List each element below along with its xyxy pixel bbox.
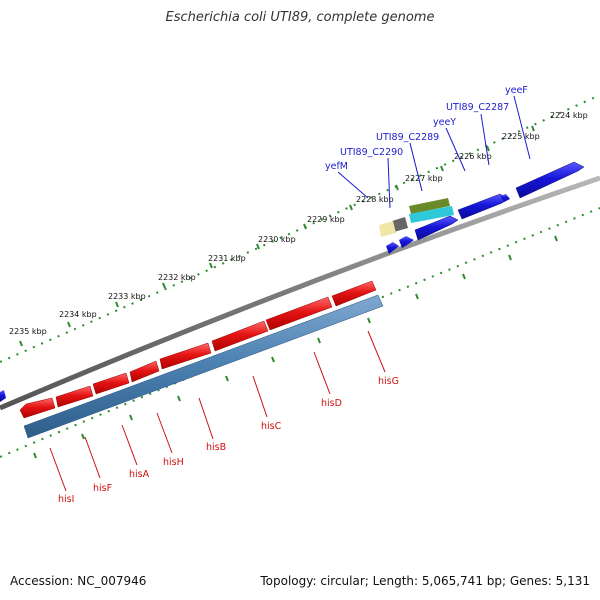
forward-gene-labels: yeeF UTI89_C2287 yeeY UTI89_C2289 UTI89_… [325,85,528,172]
inner-ticks [33,235,558,459]
gene-feature[interactable] [19,397,56,419]
scale-label: 2228 kbp [356,195,394,204]
gene-label[interactable]: yefM [325,161,348,172]
major-ticks [19,125,535,347]
gene-label[interactable]: hisA [129,469,150,480]
gene-feature[interactable] [331,280,377,307]
scale-label: 2232 kbp [158,273,196,282]
gene-feature[interactable] [515,161,585,199]
accession-text: Accession: NC_007946 [10,574,147,588]
gene-feature-olive[interactable] [409,198,450,214]
gene-label[interactable]: UTI89_C2287 [446,102,509,113]
forward-strand-features [0,161,585,402]
gene-label[interactable]: hisH [163,457,184,468]
gene-feature[interactable] [92,372,130,395]
gene-feature-yellow[interactable] [379,221,396,237]
gene-feature[interactable] [159,342,212,370]
gene-feature-cyan[interactable] [409,206,454,223]
gene-feature[interactable] [211,320,269,352]
reverse-label-lines [49,330,386,492]
gene-feature[interactable] [457,193,509,220]
scale-label: 2231 kbp [208,254,246,263]
gene-label[interactable]: hisD [321,398,342,409]
gene-label[interactable]: hisF [93,483,112,494]
gene-feature[interactable] [265,296,333,331]
gene-feature[interactable] [129,360,160,383]
scale-label: 2229 kbp [307,215,345,224]
gene-label[interactable]: hisI [58,494,74,505]
forward-label-lines [337,95,531,209]
gene-label[interactable]: UTI89_C2290 [340,147,403,158]
scale-label: 2235 kbp [9,327,47,336]
his-operon-band[interactable] [23,294,384,439]
gene-feature-gray[interactable] [392,217,408,232]
gene-feature[interactable] [386,242,399,254]
gene-feature[interactable] [399,236,414,248]
gene-feature[interactable] [414,215,459,241]
gene-label[interactable]: yeeY [433,117,456,128]
gene-label[interactable]: hisC [261,421,282,432]
gene-feature-left-edge[interactable] [0,390,6,402]
genome-summary-text: Topology: circular; Length: 5,065,741 bp… [260,574,590,588]
genome-title: Escherichia coli UTI89, complete genome [165,10,435,25]
scale-labels: 2224 kbp 2225 kbp 2226 kbp 2227 kbp 2228… [9,111,588,336]
gene-label[interactable]: yeeF [505,85,528,96]
scale-label: 2227 kbp [405,174,443,183]
scale-label: 2234 kbp [59,310,97,319]
scale-label: 2226 kbp [454,152,492,161]
genome-backbone [0,175,600,411]
gene-label[interactable]: hisB [206,442,226,453]
reverse-gene-labels: hisG hisD hisC hisB hisH hisA hisF hisI [58,376,399,505]
scale-label: 2225 kbp [502,132,540,141]
gene-feature[interactable] [55,385,94,408]
reverse-strand-features [19,280,377,419]
scale-label: 2230 kbp [258,235,296,244]
gene-label[interactable]: hisG [378,376,399,387]
scale-label: 2233 kbp [108,292,146,301]
gene-feature[interactable] [500,194,510,202]
scale-label: 2224 kbp [550,111,588,120]
gene-label[interactable]: UTI89_C2289 [376,132,439,143]
